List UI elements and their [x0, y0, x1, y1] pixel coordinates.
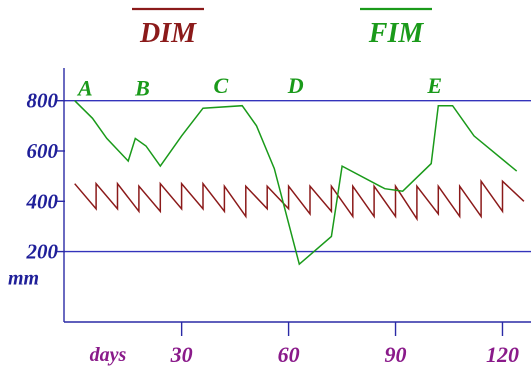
y-tick-label-800: 800 — [27, 89, 59, 113]
axes — [57, 68, 531, 336]
series-line-dim — [74, 178, 525, 222]
annotation-b: B — [134, 76, 150, 101]
x-tick-label-90: 90 — [385, 342, 407, 367]
annotation-d: D — [287, 73, 304, 98]
annotation-e: E — [426, 73, 442, 98]
labels: 200 400 600 800 30 60 90 120 days mm DIM FIM A B C D E — [8, 7, 519, 367]
y-tick-label-400: 400 — [26, 189, 59, 213]
annotation-a: A — [76, 76, 93, 101]
y-tick-label-200: 200 — [26, 240, 59, 264]
annotation-c: C — [214, 73, 229, 98]
legend-dim: DIM — [139, 18, 197, 49]
y-axis-label: mm — [8, 268, 39, 290]
x-tick-label-30: 30 — [170, 342, 193, 367]
legend-fim: FIM — [368, 18, 425, 49]
x-axis-label: days — [90, 344, 127, 366]
y-tick-label-600: 600 — [27, 139, 59, 163]
series-layer — [74, 100, 525, 266]
series-line-fim — [74, 100, 518, 266]
x-tick-label-60: 60 — [278, 342, 300, 367]
reference-lines — [64, 100, 531, 253]
x-tick-label-120: 120 — [486, 342, 519, 367]
